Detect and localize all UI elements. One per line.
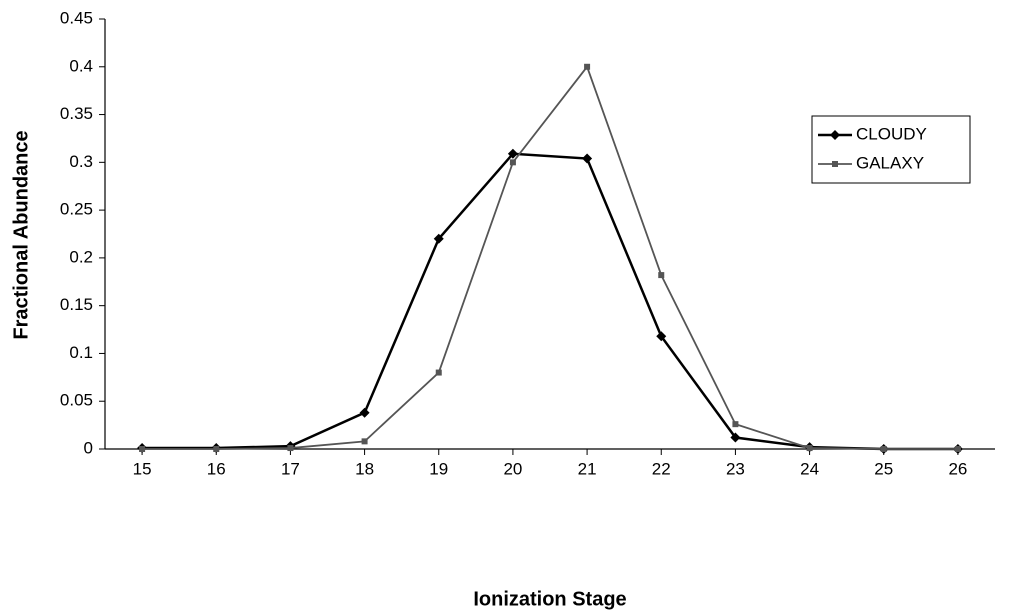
x-tick-label: 16	[207, 459, 226, 478]
marker	[507, 148, 518, 159]
marker	[139, 446, 146, 452]
y-tick-label: 0.1	[69, 343, 93, 362]
y-tick-label: 0.4	[69, 56, 93, 75]
y-tick-label: 0.25	[60, 200, 93, 219]
y-tick-label: 0.45	[60, 8, 93, 27]
legend-box	[811, 115, 971, 184]
series-line	[142, 64, 958, 450]
x-tick-label: 20	[503, 459, 522, 478]
x-tick-label: 23	[726, 459, 745, 478]
marker	[730, 432, 741, 443]
marker	[584, 63, 591, 70]
marker	[509, 159, 516, 166]
x-tick-label: 21	[578, 459, 597, 478]
x-tick-label: 15	[133, 459, 152, 478]
x-tick-label: 19	[429, 459, 448, 478]
x-tick-label: 18	[355, 459, 374, 478]
marker	[832, 161, 838, 167]
x-tick-label: 24	[800, 459, 819, 478]
y-tick-label: 0.35	[60, 104, 93, 123]
series	[137, 148, 963, 454]
series-line	[142, 152, 958, 451]
series	[139, 63, 961, 452]
marker	[433, 233, 444, 244]
x-axis-title: Ionization Stage	[473, 588, 626, 610]
marker	[830, 130, 840, 140]
legend-label: CLOUDY	[856, 124, 927, 143]
y-tick-label: 0.15	[60, 295, 93, 314]
marker	[435, 369, 442, 376]
y-tick-label: 0.3	[69, 152, 93, 171]
marker	[880, 446, 887, 452]
x-tick-label: 25	[874, 459, 893, 478]
marker	[287, 445, 294, 452]
marker	[732, 421, 739, 428]
x-tick-label: 22	[652, 459, 671, 478]
marker	[806, 445, 813, 452]
y-tick-label: 0	[84, 438, 93, 457]
marker	[954, 446, 961, 452]
marker	[656, 331, 667, 342]
marker	[213, 446, 220, 452]
y-tick-label: 0.2	[69, 247, 93, 266]
y-axis-title: Fractional Abundance	[10, 130, 32, 339]
marker	[361, 438, 368, 445]
marker	[359, 407, 370, 418]
legend-label: GALAXY	[856, 153, 924, 172]
x-tick-label: 17	[281, 459, 300, 478]
marker	[658, 272, 665, 279]
x-tick-label: 26	[948, 459, 967, 478]
y-tick-label: 0.05	[60, 391, 93, 410]
legend: CLOUDY GALAXY	[811, 115, 971, 184]
marker	[582, 153, 593, 164]
